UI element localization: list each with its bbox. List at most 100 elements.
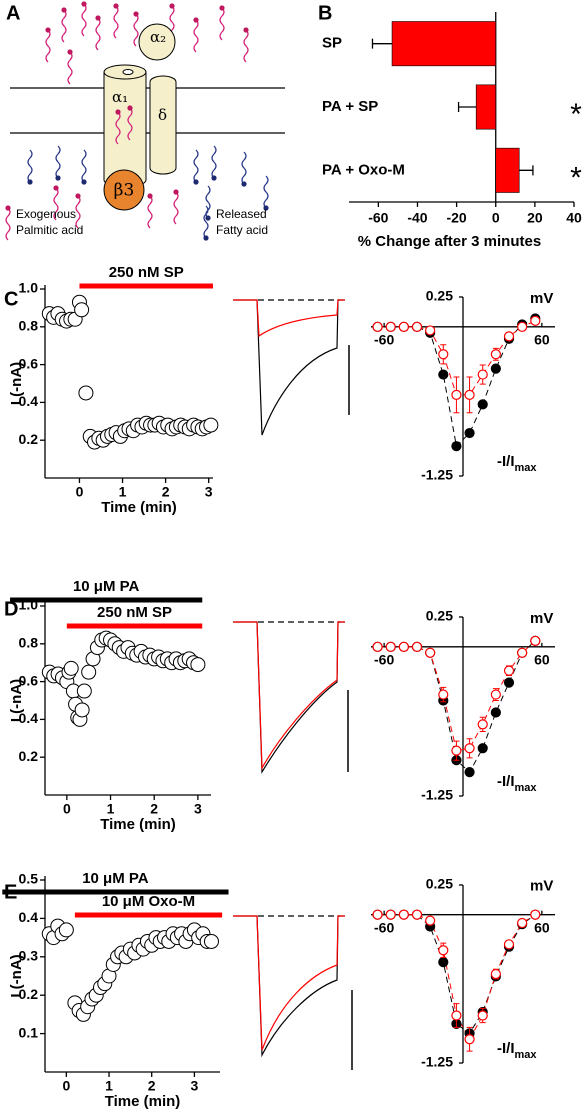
data-point [385, 641, 396, 652]
lipid [192, 16, 200, 53]
treatment-label: 10 μM PA [73, 578, 140, 595]
data-point [503, 677, 515, 688]
data-point [464, 389, 475, 400]
y-tick-label: -1.25 [421, 1054, 453, 1070]
series-line [377, 640, 536, 752]
delta-subunit [149, 75, 177, 175]
lipid [44, 26, 52, 63]
legend-icon [202, 205, 210, 242]
lipid [242, 26, 250, 63]
data-point [425, 915, 436, 926]
y-tick-label: 0.8 [19, 635, 39, 651]
x-axis-label: mV [530, 290, 553, 307]
pore [122, 69, 134, 75]
subunit-label: δ [158, 106, 167, 124]
lipid [218, 4, 226, 41]
data-point [411, 909, 423, 920]
error-bar [457, 102, 477, 112]
legend-icon [4, 204, 12, 241]
data-point [477, 719, 488, 730]
beta3-subunit [103, 169, 145, 211]
data-point [385, 909, 396, 920]
data-point [490, 968, 501, 980]
x-tick-label: 2 [162, 484, 170, 500]
y-tick-label: 0.2 [19, 431, 39, 447]
error-bar [519, 165, 534, 176]
x-axis-label: mV [530, 610, 553, 627]
bar [495, 147, 520, 193]
bar [391, 21, 497, 67]
data-point [372, 641, 383, 652]
subunit-label: α₁ [112, 88, 128, 106]
bar [475, 84, 497, 130]
data-point [464, 767, 475, 778]
y-tick-label: 0.3 [19, 948, 39, 964]
significance-marker: * [570, 161, 582, 194]
lipid [172, 188, 180, 225]
data-point [464, 743, 475, 754]
y-axis-label: I (-nA) [8, 954, 25, 997]
data-point [58, 922, 74, 938]
panel-label: B [318, 2, 332, 24]
x-tick-label: -40 [407, 210, 427, 226]
x-tick-label: -60 [368, 210, 388, 226]
data-point [74, 302, 90, 318]
lipid [262, 175, 270, 212]
diagram: α₂ α₁ δ β3 Exogenous Palmitic acid Relea… [4, 0, 285, 242]
data-point [203, 933, 219, 949]
lipid [60, 6, 68, 43]
trace [233, 915, 345, 1051]
y-tick-label: 0.4 [19, 710, 39, 726]
x-tick-label: -20 [446, 210, 466, 226]
trace [233, 915, 345, 1058]
x-axis-label: % Change after 3 minutes [358, 233, 541, 250]
lipid [94, 14, 102, 51]
data-point [464, 1034, 475, 1045]
y-tick-label: 0.1 [19, 1024, 39, 1040]
x-tick-label: -60 [374, 919, 394, 935]
y-tick-label: 0.6 [19, 355, 39, 371]
error-bar [371, 38, 393, 49]
trace [233, 299, 345, 436]
data-point [451, 389, 462, 400]
data-point [372, 321, 383, 332]
data-point [425, 647, 436, 658]
data-point [477, 369, 488, 380]
x-tick-label: 2 [150, 801, 158, 817]
data-point [438, 369, 449, 380]
data-point [490, 363, 501, 374]
panel-label: A [6, 2, 20, 24]
legend-text: Released [216, 207, 267, 221]
data-point [425, 325, 436, 336]
data-point [477, 743, 488, 754]
data-point [490, 349, 501, 360]
y-tick-label: 0.4 [19, 393, 39, 409]
lipid [112, 2, 120, 39]
y-axis-label-subscript: max [515, 1049, 538, 1061]
x-tick-label: 0 [492, 210, 500, 226]
data-point [398, 641, 409, 652]
y-axis-label-subscript: max [515, 462, 538, 474]
lipid [210, 145, 218, 182]
y-tick-label: 0.2 [19, 986, 39, 1002]
x-tick-label: 0 [76, 484, 84, 500]
data-point [438, 957, 449, 968]
trace [233, 621, 345, 771]
x-tick-label: 1 [119, 484, 127, 500]
y-tick-label: 0.4 [19, 909, 39, 925]
lipid [146, 192, 154, 229]
y-tick-label: 0.6 [19, 672, 39, 688]
y-axis-label: I (-nA) [8, 679, 25, 722]
alpha2-subunit [138, 23, 176, 61]
data-point [517, 647, 528, 658]
data-point [385, 321, 396, 332]
category-label: PA + SP [322, 98, 378, 115]
data-point [78, 385, 94, 401]
x-tick-label: 40 [566, 210, 582, 226]
subunit-label: α₂ [150, 28, 166, 46]
x-tick-label: -60 [374, 652, 394, 668]
treatment-label: 250 nM SP [97, 604, 172, 621]
data-point [451, 745, 462, 756]
significance-marker: * [570, 98, 582, 131]
